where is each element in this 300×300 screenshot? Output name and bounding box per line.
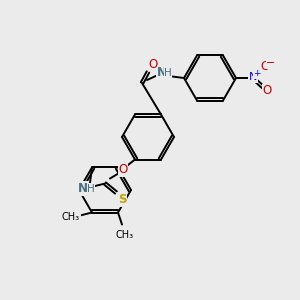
- Text: O: O: [118, 163, 127, 176]
- Text: S: S: [118, 193, 126, 206]
- Text: N: N: [157, 67, 167, 80]
- Text: H: H: [87, 184, 95, 194]
- Text: O: O: [260, 59, 270, 73]
- Text: O: O: [262, 85, 272, 98]
- Text: −: −: [266, 58, 276, 68]
- Text: CH₃: CH₃: [62, 212, 80, 221]
- Text: H: H: [164, 68, 172, 78]
- Text: N: N: [249, 72, 257, 82]
- Text: O: O: [148, 58, 158, 70]
- Text: +: +: [253, 70, 261, 79]
- Text: N: N: [78, 182, 88, 195]
- Text: CH₃: CH₃: [116, 230, 134, 239]
